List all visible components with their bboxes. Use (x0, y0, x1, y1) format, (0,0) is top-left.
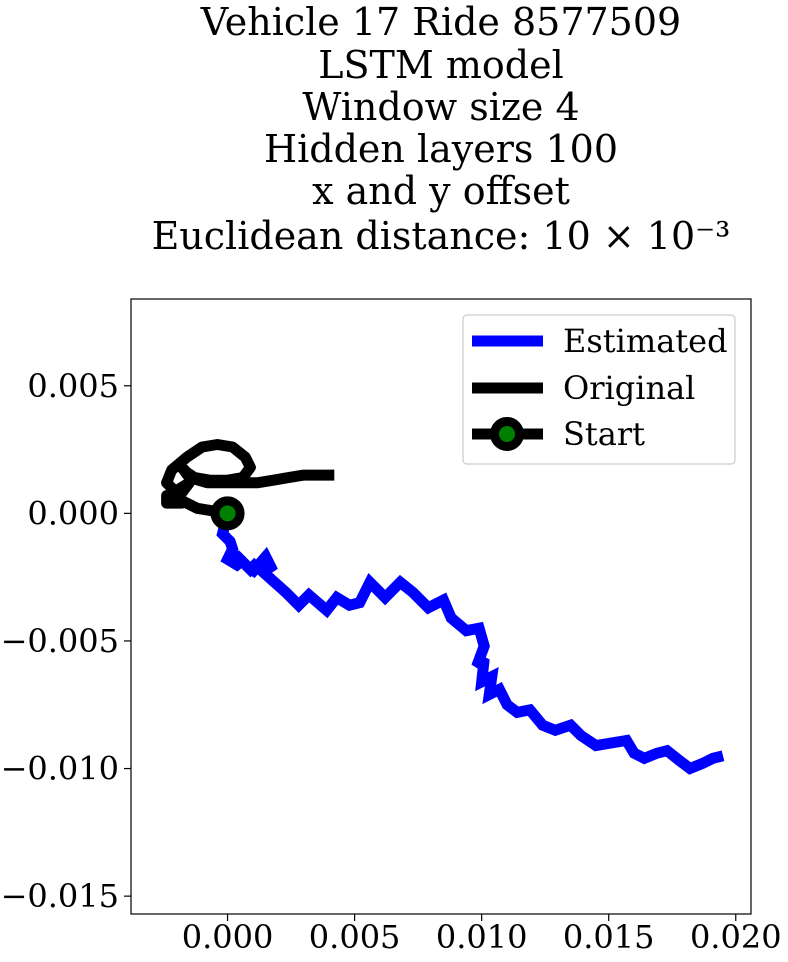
x-tick-label: 0.010 (436, 918, 528, 956)
y-tick-label: 0.005 (27, 367, 119, 405)
series-original-line (161, 439, 335, 519)
y-tick-label: −0.015 (1, 877, 119, 915)
y-tick-label: 0.000 (27, 494, 119, 532)
legend: Estimated Original Start (462, 314, 736, 465)
y-tick-label: −0.010 (1, 750, 119, 788)
title-line: Vehicle 17 Ride 8577509 (200, 0, 681, 44)
series-layer (161, 439, 725, 775)
legend-estimated-label: Estimated (563, 322, 728, 360)
y-axis: 0.005 0.000 −0.005 −0.010 −0.015 (1, 367, 131, 915)
x-tick-label: 0.005 (309, 918, 401, 956)
title-line: Window size 4 (302, 85, 579, 129)
legend-original-label: Original (563, 369, 695, 407)
title-line: Hidden layers 100 (264, 127, 618, 171)
series-estimated-line (216, 512, 725, 775)
legend-box (462, 314, 736, 465)
title-line: LSTM model (318, 43, 563, 87)
x-axis: 0.000 0.005 0.010 0.015 0.020 (182, 914, 782, 956)
title-line: Euclidean distance: 10 × 10⁻³ (152, 214, 731, 258)
legend-start-marker (490, 417, 524, 451)
x-tick-label: 0.000 (182, 918, 274, 956)
y-tick-label: −0.005 (1, 622, 119, 660)
title-line: x and y offset (312, 169, 570, 213)
start-point-marker (210, 496, 245, 531)
x-tick-label: 0.020 (690, 918, 782, 956)
legend-start-label: Start (563, 415, 645, 453)
x-tick-label: 0.015 (563, 918, 655, 956)
